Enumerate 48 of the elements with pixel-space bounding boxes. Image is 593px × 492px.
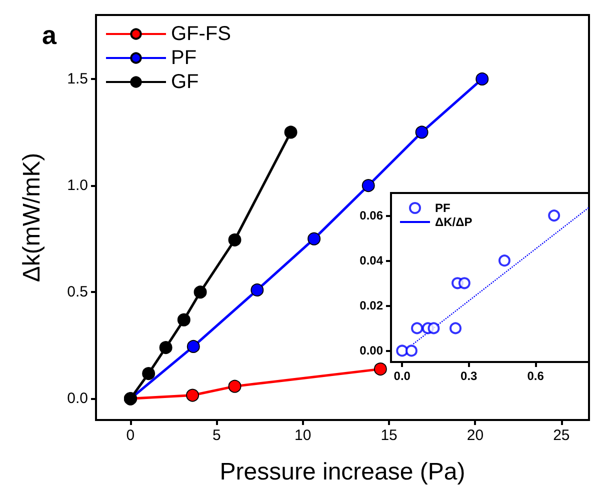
y-axis-title: Δk(mW/mK) [18, 152, 46, 282]
point [548, 210, 560, 222]
y-tick-label: 1.0 [67, 177, 88, 194]
x-tick-label: 15 [380, 427, 398, 444]
y-tick-label: 0.02 [360, 298, 384, 313]
legend-label: PF [171, 47, 197, 69]
point [428, 322, 440, 334]
x-axis-title: Pressure increase (Pa) [220, 458, 466, 486]
x-tick-label: 0 [126, 427, 135, 444]
point [186, 388, 200, 402]
legend-label: GF-FS [171, 23, 231, 45]
x-tick-label: 0.0 [394, 369, 411, 383]
y-tick-label: 1.5 [67, 70, 88, 88]
point [228, 233, 242, 246]
point [142, 367, 156, 380]
legend-label: PF [435, 201, 450, 215]
x-tick-label: 0.6 [527, 369, 544, 383]
y-tick-label: 0.04 [360, 254, 384, 268]
point [450, 322, 462, 334]
point [308, 232, 321, 246]
point [396, 344, 408, 357]
y-tick-label: 0.00 [360, 344, 384, 358]
point [186, 340, 200, 353]
point [458, 277, 470, 290]
point [405, 344, 418, 357]
legend-label: ΔK/ΔP [435, 215, 472, 229]
x-tick-label: 5 [212, 427, 221, 444]
point [415, 126, 428, 139]
point [177, 313, 190, 326]
point [498, 254, 510, 267]
x-tick-label: 20 [466, 427, 484, 444]
y-tick-label: 0.5 [67, 284, 88, 301]
y-tick-label: 0.06 [360, 208, 384, 223]
y-tick-label: 0.0 [67, 390, 88, 408]
point [476, 72, 489, 86]
point [362, 179, 375, 192]
x-tick-label: 0.3 [460, 369, 478, 383]
text: a [42, 20, 57, 50]
point [284, 126, 298, 139]
x-tick-label: 25 [553, 427, 570, 444]
legend-label: GF [171, 71, 199, 93]
point [250, 283, 264, 296]
point [228, 380, 242, 393]
point [159, 341, 172, 354]
point [411, 322, 424, 334]
point [374, 362, 387, 376]
point [194, 286, 207, 299]
x-tick-label: 10 [294, 427, 312, 444]
